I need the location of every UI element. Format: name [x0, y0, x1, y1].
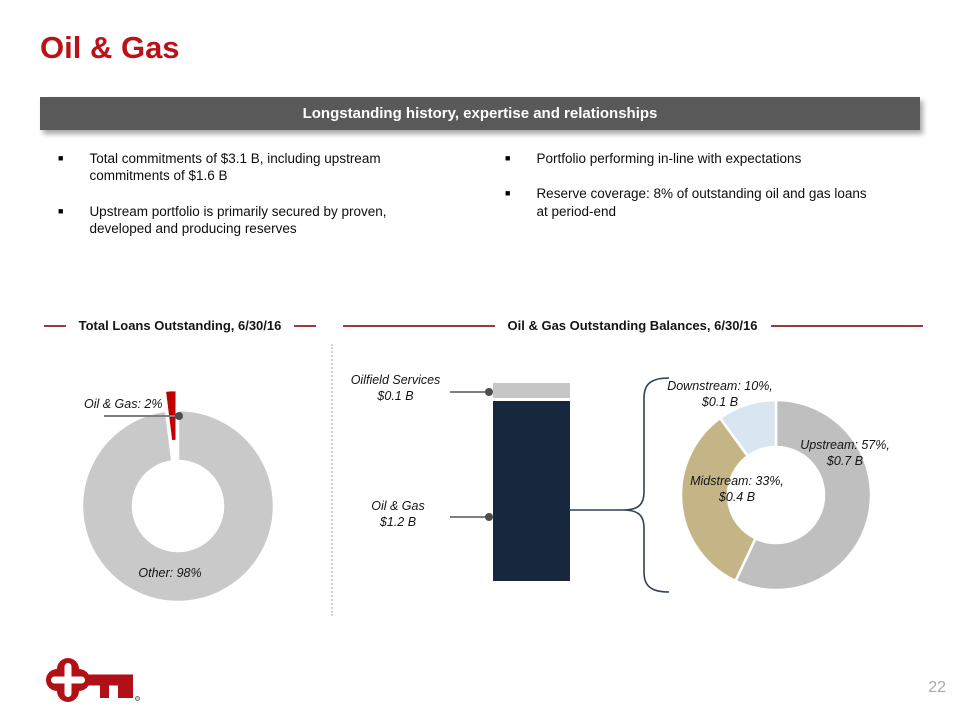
leader-line-oil-gas [104, 412, 183, 420]
donut-chart-total-loans [80, 388, 276, 604]
bullet-column-right: ■ Portfolio performing in-line with expe… [505, 150, 930, 238]
section-divider-dotted [331, 344, 333, 616]
banner: Longstanding history, expertise and rela… [40, 97, 920, 130]
donut-slice-midstream [679, 416, 758, 583]
header-rule-right [770, 324, 923, 327]
section-header-text: Total Loans Outstanding, 6/30/16 [78, 318, 282, 333]
section-header-total-loans: Total Loans Outstanding, 6/30/16 [40, 318, 320, 333]
section-header-text: Oil & Gas Outstanding Balances, 6/30/16 [507, 318, 758, 333]
callout-oilfield-services: Oilfield Services $0.1 B [350, 373, 441, 404]
bullet-text: Total commitments of $3.1 B, including u… [89, 151, 381, 184]
bullet-column-left: ■ Total commitments of $3.1 B, including… [58, 150, 478, 255]
callout-upstream: Upstream: 57%, $0.7 B [800, 438, 890, 469]
bullet-text: Portfolio performing in-line with expect… [536, 151, 802, 166]
bullet-square-icon: ■ [58, 153, 64, 163]
bullet-text: Upstream portfolio is primarily secured … [89, 203, 387, 236]
bullet-square-icon: ■ [505, 153, 511, 163]
leader-line-oil-gas-bar [450, 513, 493, 521]
callout-downstream: Downstream: 10%, $0.1 B [667, 379, 773, 410]
svg-text:R: R [136, 697, 139, 701]
stacked-bar-oil-gas-balances [493, 383, 570, 581]
bullet-item: ■ Portfolio performing in-line with expe… [505, 150, 930, 167]
leader-dot [485, 388, 493, 396]
bullet-item: ■ Total commitments of $3.1 B, including… [58, 150, 478, 185]
leader-dot [485, 513, 493, 521]
bullet-item: ■ Upstream portfolio is primarily secure… [58, 203, 478, 238]
bullet-square-icon: ■ [58, 205, 64, 216]
donut-chart-breakdown [679, 398, 873, 592]
leader-dot [175, 412, 183, 420]
section-header-oil-gas-balances: Oil & Gas Outstanding Balances, 6/30/16 [342, 318, 923, 333]
header-rule-left [342, 324, 495, 327]
donut-slice-downstream [718, 398, 778, 458]
page-number: 22 [928, 679, 946, 696]
callout-oil-gas-bar: Oil & Gas $1.2 B [371, 499, 425, 530]
keybank-key-logo: R [46, 658, 140, 702]
bullet-item: ■ Reserve coverage: 8% of outstanding oi… [505, 185, 930, 220]
callout-midstream: Midstream: 33%, $0.4 B [690, 474, 784, 505]
header-rule-left [43, 324, 66, 327]
callout-other-98pct: Other: 98% [138, 566, 202, 580]
callout-oil-gas-2pct: Oil & Gas: 2% [84, 397, 163, 411]
banner-text: Longstanding history, expertise and rela… [302, 105, 658, 122]
brace-connector [569, 377, 670, 593]
leader-line-oilfield [450, 388, 493, 396]
header-rule-right [294, 324, 317, 327]
bullet-text: Reserve coverage: 8% of outstanding oil … [536, 186, 867, 219]
bar-segment-oilfield-services [493, 383, 570, 398]
donut-slice-other [80, 408, 276, 604]
donut-slice-upstream [733, 398, 873, 592]
bullet-square-icon: ■ [505, 188, 511, 199]
slide-title: Oil & Gas [40, 30, 180, 65]
bar-segment-oil-gas [493, 401, 570, 581]
